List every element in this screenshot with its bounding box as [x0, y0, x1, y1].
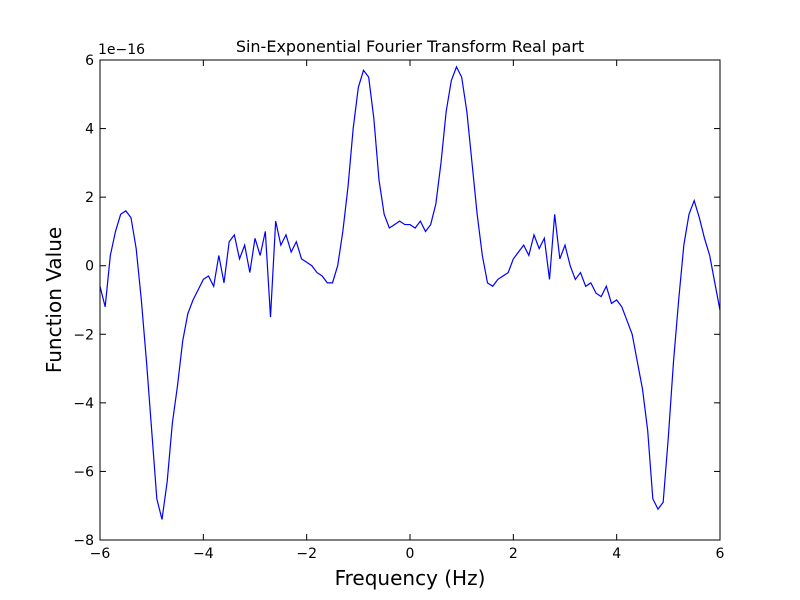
y-tick-label: −4	[73, 396, 94, 412]
x-tick-label: 4	[612, 546, 621, 562]
y-tick-label: 4	[85, 122, 94, 138]
x-tick-label: 2	[509, 546, 518, 562]
y-offset-label: 1e−16	[98, 42, 145, 58]
x-tick-label: −2	[296, 546, 317, 562]
data-line	[99, 65, 721, 520]
y-tick-label: −6	[73, 464, 94, 480]
y-axis-label: Function Value	[42, 227, 66, 373]
y-tick-label: −8	[73, 533, 94, 549]
chart-title: Sin-Exponential Fourier Transform Real p…	[236, 37, 584, 56]
y-tick-label: 2	[85, 190, 94, 206]
y-tick-label: −2	[73, 327, 94, 343]
y-tick-label: 0	[85, 259, 94, 275]
x-tick-label: 0	[406, 546, 415, 562]
x-tick-label: −6	[90, 546, 111, 562]
y-tick-label: 6	[85, 53, 94, 69]
x-tick-label: 6	[716, 546, 725, 562]
x-tick-label: −4	[193, 546, 214, 562]
x-axis-label: Frequency (Hz)	[335, 566, 486, 590]
